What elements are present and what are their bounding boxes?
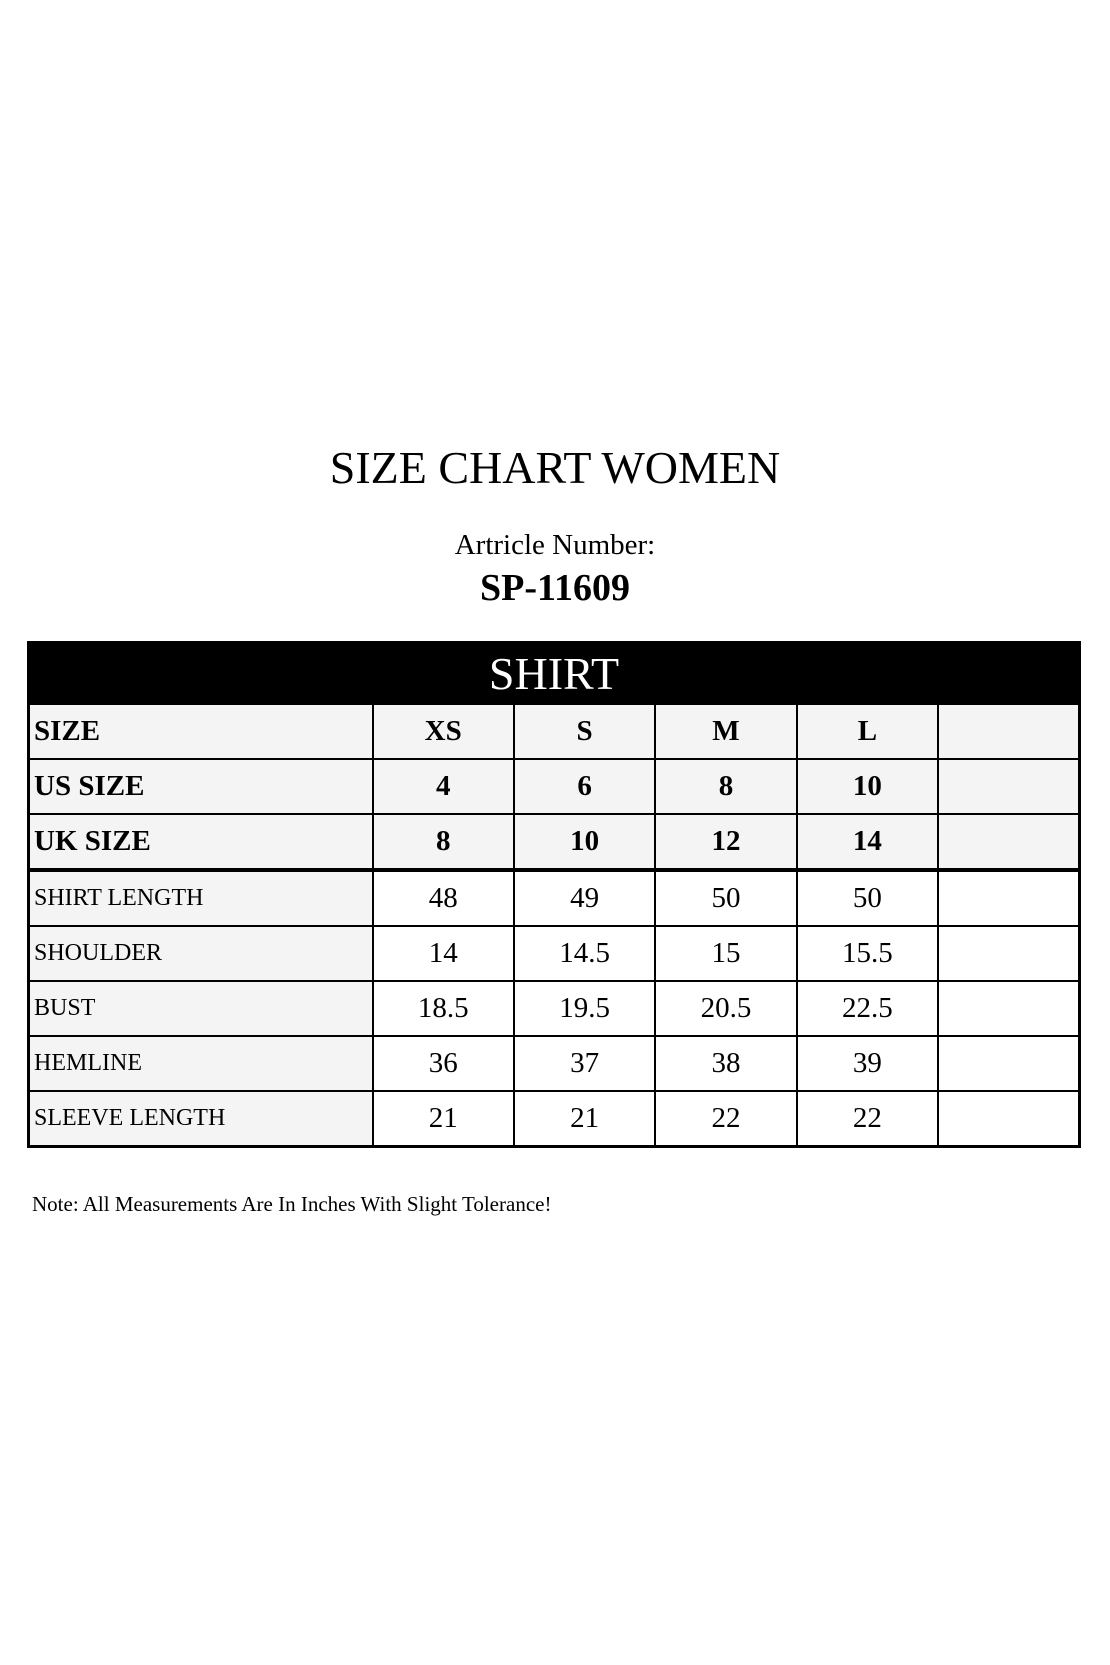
table-cell: 8: [654, 758, 798, 815]
row-label: SHOULDER: [27, 925, 374, 982]
table-cell: [937, 813, 1081, 872]
row-label: HEMLINE: [27, 1035, 374, 1092]
table-row: SLEEVE LENGTH 21 21 22 22: [27, 1090, 1081, 1148]
table-cell: 14: [371, 925, 515, 982]
table-row: BUST 18.5 19.5 20.5 22.5: [27, 980, 1081, 1037]
table-cell: [937, 703, 1081, 760]
row-label: SHIRT LENGTH: [27, 869, 374, 927]
table-cell: S: [512, 703, 657, 760]
table-cell: 10: [795, 758, 940, 815]
table-cell: 15: [654, 925, 798, 982]
table-cell: 12: [654, 813, 798, 872]
table-cell: 22.5: [795, 980, 940, 1037]
table-cell: 14.5: [512, 925, 657, 982]
table-cell: 50: [654, 869, 798, 927]
table-cell: 48: [371, 869, 515, 927]
table-cell: [937, 980, 1081, 1037]
table-cell: 4: [371, 758, 515, 815]
section-header: SHIRT: [28, 642, 1080, 704]
table-cell: 22: [654, 1090, 798, 1148]
measurement-note: Note: All Measurements Are In Inches Wit…: [32, 1192, 552, 1216]
table-cell: 39: [795, 1035, 940, 1092]
table-cell: 37: [512, 1035, 657, 1092]
table-cell: [937, 1035, 1081, 1092]
table-row: US SIZE 4 6 8 10: [27, 758, 1081, 815]
row-label: UK SIZE: [27, 813, 374, 872]
table-cell: 21: [371, 1090, 515, 1148]
table-row: SIZE XS S M L: [27, 703, 1081, 760]
table-cell: M: [654, 703, 798, 760]
article-number: SP-11609: [480, 567, 630, 609]
table-cell: 20.5: [654, 980, 798, 1037]
table-cell: 21: [512, 1090, 657, 1148]
table-cell: 19.5: [512, 980, 657, 1037]
table-row: UK SIZE 8 10 12 14: [27, 813, 1081, 872]
table-cell: 6: [512, 758, 657, 815]
table-cell: 18.5: [371, 980, 515, 1037]
size-chart-table: SHIRT SIZE XS S M L US SIZE 4 6 8 10 UK SIZE 8 10 12 1…: [27, 641, 1081, 1148]
table-cell: 15.5: [795, 925, 940, 982]
table-cell: [937, 925, 1081, 982]
table-cell: 36: [371, 1035, 515, 1092]
table-cell: 8: [371, 813, 515, 872]
table-cell: 10: [512, 813, 657, 872]
table-cell: 49: [512, 869, 657, 927]
table-cell: 38: [654, 1035, 798, 1092]
table-cell: L: [795, 703, 940, 760]
table-row: SHIRT LENGTH 48 49 50 50: [27, 869, 1081, 927]
row-label: US SIZE: [27, 758, 374, 815]
row-label: SLEEVE LENGTH: [27, 1090, 374, 1148]
row-label: SIZE: [27, 703, 374, 760]
table-cell: XS: [371, 703, 515, 760]
table-cell: [937, 869, 1081, 927]
table-row: HEMLINE 36 37 38 39: [27, 1035, 1081, 1092]
article-number-label: Artricle Number:: [454, 529, 656, 561]
table-cell: [937, 1090, 1081, 1148]
table-cell: 14: [795, 813, 940, 872]
page-title: SIZE CHART WOMEN: [329, 442, 781, 493]
table-cell: 22: [795, 1090, 940, 1148]
row-label: BUST: [27, 980, 374, 1037]
table-row: SHOULDER 14 14.5 15 15.5: [27, 925, 1081, 982]
table-cell: 50: [795, 869, 940, 927]
table-cell: [937, 758, 1081, 815]
